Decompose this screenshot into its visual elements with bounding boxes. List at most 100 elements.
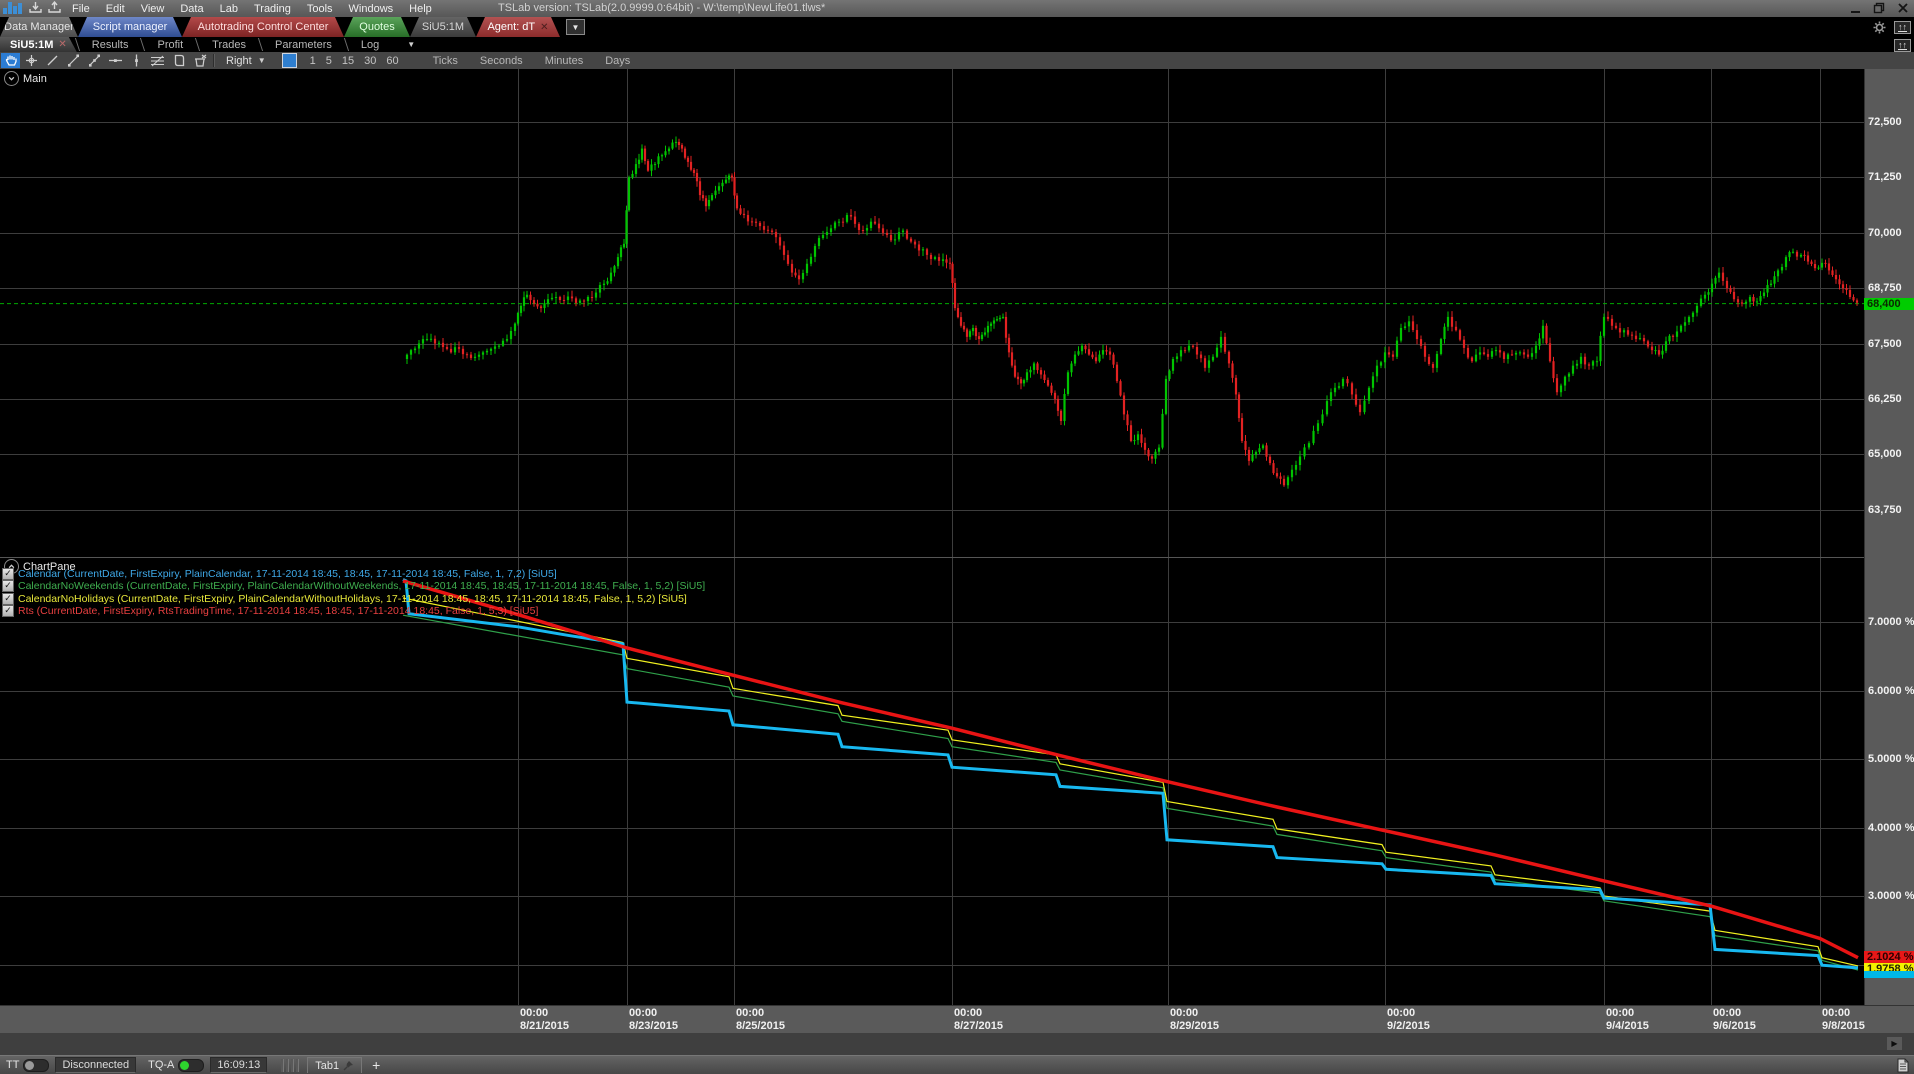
legend-row-calendar: ✓ Calendar (CurrentDate, FirstExpiry, Pla…: [2, 568, 557, 580]
tab-close-icon[interactable]: ✕: [58, 39, 67, 50]
document-maximize-icon[interactable]: ↑↑: [1894, 39, 1911, 52]
collapse-main-icon[interactable]: [4, 71, 19, 86]
import-icon[interactable]: [29, 1, 42, 16]
date-tick: 00:00 8/29/2015: [1170, 1007, 1219, 1032]
legend-row-calendarnoholidays: ✓ CalendarNoHolidays (CurrentDate, FirstE…: [2, 592, 687, 605]
axis-side-value: Right: [226, 54, 252, 67]
workspace-tab-quotes[interactable]: Quotes: [344, 17, 410, 37]
workspace-tab-data-manager[interactable]: Data Manager: [0, 17, 78, 37]
cursor-tool[interactable]: [22, 53, 41, 68]
menu-file[interactable]: File: [72, 2, 90, 15]
scroll-right-arrow[interactable]: ▶: [1887, 1037, 1902, 1050]
tt-toggle[interactable]: [23, 1058, 50, 1072]
menu-windows[interactable]: Windows: [348, 2, 394, 15]
pan-hand-tool[interactable]: [1, 53, 20, 68]
price-axis-label: 63,750: [1868, 503, 1902, 516]
date-axis: 00:00 8/21/2015 00:00 8/23/2015 00:00 8/25/20…: [0, 1005, 1914, 1033]
close-button[interactable]: [1896, 2, 1910, 15]
segment-tool[interactable]: [85, 53, 104, 68]
unit-ticks[interactable]: Ticks: [432, 54, 458, 67]
statusbar-tab1[interactable]: Tab1: [307, 1057, 363, 1073]
document-tabs: Results Profit Trades Parameters Log: [74, 38, 393, 51]
menu-items: File Edit View Data Lab Trading Tools Windows He…: [64, 2, 440, 16]
menu-help[interactable]: Help: [409, 2, 432, 15]
trendline-tool[interactable]: [43, 53, 62, 68]
percent-axis-label: 7.0000 %: [1868, 616, 1914, 628]
timeframe-30[interactable]: 30: [364, 54, 377, 67]
workspace-tab-label: Agent: dT: [487, 21, 536, 33]
tab-trades[interactable]: Trades: [212, 38, 246, 51]
restore-button[interactable]: [1872, 2, 1886, 15]
tq-toggle[interactable]: [178, 1058, 205, 1072]
legend-label: CalendarNoWeekends (CurrentDate, FirstEx…: [18, 580, 706, 593]
timeframe-5[interactable]: 5: [325, 54, 332, 67]
workspace-tab-agent-dt[interactable]: Agent: dT ✕: [476, 17, 560, 37]
tab-log[interactable]: Log: [360, 38, 380, 51]
price-axis-label: 65,000: [1868, 448, 1902, 461]
delete-drawing-tool[interactable]: [190, 53, 209, 68]
percent-axis-label: 5.0000 %: [1868, 753, 1914, 765]
workspace-tab-autotrading-control-center[interactable]: Autotrading Control Center: [182, 17, 344, 37]
tab-profit[interactable]: Profit: [157, 38, 184, 51]
tab-parameters[interactable]: Parameters: [275, 38, 332, 51]
toolbar-separator: [213, 54, 215, 67]
timeframe-60[interactable]: 60: [386, 54, 399, 67]
legend-checkbox[interactable]: ✓: [2, 592, 14, 605]
horizontal-line-tool[interactable]: [106, 53, 125, 68]
tq-label: TQ-A: [148, 1059, 175, 1071]
status-bar: TT Disconnected TQ-A 16:09:13 Tab1 +: [0, 1055, 1914, 1074]
price-axis-strip[interactable]: [1864, 69, 1914, 1005]
price-axis-label: 66,250: [1868, 392, 1902, 405]
main-price-chart[interactable]: [0, 69, 1864, 557]
axis-side-dropdown[interactable]: Right ▼: [226, 55, 266, 67]
legend-label: Calendar (CurrentDate, FirstExpiry, Plai…: [18, 568, 557, 580]
close-icon[interactable]: ✕: [540, 21, 549, 33]
report-icon[interactable]: [1894, 1057, 1910, 1074]
menu-view[interactable]: View: [140, 2, 165, 15]
legend-checkbox[interactable]: ✓: [2, 580, 14, 593]
tab-siu5-1m[interactable]: SiU5:1M ✕: [0, 37, 77, 52]
menu-edit[interactable]: Edit: [105, 2, 125, 15]
shape-tool[interactable]: [169, 53, 188, 68]
menu-tools[interactable]: Tools: [306, 2, 333, 15]
timeframe-buttons: 1 5 15 30 60: [305, 55, 404, 67]
workspace-tab-label: Script manager: [92, 21, 168, 33]
workspace-tab-script-manager[interactable]: Script manager: [78, 17, 182, 37]
pin-icon: [343, 1061, 354, 1071]
timeframe-unit-buttons: Ticks Seconds Minutes Days: [422, 55, 642, 67]
unit-days[interactable]: Days: [605, 54, 631, 67]
legend-checkbox[interactable]: ✓: [2, 568, 14, 580]
horizontal-scrollbar[interactable]: ▶: [0, 1033, 1914, 1055]
menu-trading[interactable]: Trading: [253, 2, 291, 15]
statusbar-grip[interactable]: [281, 1058, 300, 1072]
menu-data[interactable]: Data: [180, 2, 204, 15]
timeframe-1[interactable]: 1: [309, 54, 316, 67]
timeframe-15[interactable]: 15: [341, 54, 355, 67]
gear-icon[interactable]: [1873, 21, 1886, 39]
main-pane-header: Main: [4, 71, 47, 86]
add-tab-button[interactable]: +: [372, 1057, 381, 1073]
menu-lab[interactable]: Lab: [219, 2, 238, 15]
price-axis-label: 71,250: [1868, 171, 1902, 184]
series-rts: [402, 579, 1859, 960]
workspace-tab-siu5-1m[interactable]: SiU5:1M: [410, 17, 476, 37]
legend-checkbox[interactable]: ✓: [2, 605, 14, 618]
unit-minutes[interactable]: Minutes: [544, 54, 584, 67]
polyline-tool[interactable]: [64, 53, 83, 68]
vertical-line-tool[interactable]: [127, 53, 146, 68]
workspace-maximize-icon[interactable]: ↑↑: [1894, 21, 1911, 34]
price-axis-label: 68,750: [1868, 282, 1902, 295]
minimize-button[interactable]: [1848, 2, 1862, 15]
series-calendarnoholidays: [402, 597, 1859, 967]
percent-axis-label: 3.0000 %: [1868, 890, 1914, 902]
tab-results[interactable]: Results: [91, 38, 129, 51]
fibonacci-tool[interactable]: [148, 53, 167, 68]
workspace-tab-label: Autotrading Control Center: [197, 21, 329, 33]
unit-seconds[interactable]: Seconds: [479, 54, 523, 67]
date-tick: 00:00 9/8/2015: [1822, 1007, 1865, 1032]
chartpane-indicator-chart[interactable]: [0, 557, 1864, 1005]
color-swatch[interactable]: [281, 53, 297, 68]
export-icon[interactable]: [48, 0, 61, 16]
chevron-down-icon[interactable]: ▼: [407, 40, 416, 49]
workspace-tab-overflow-button[interactable]: ▼: [566, 19, 585, 35]
